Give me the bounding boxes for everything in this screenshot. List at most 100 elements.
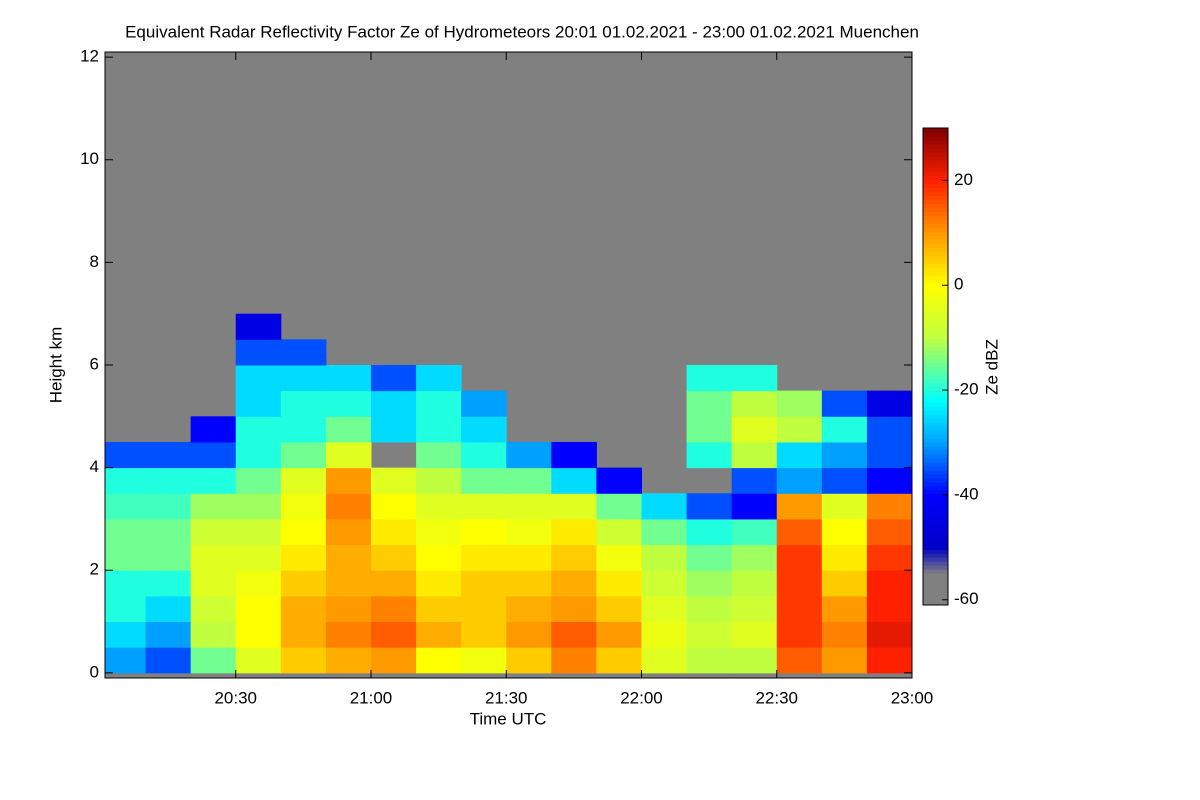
axes: 0 2 4 6 8 10 12 20:30 21:00 21:30 22:00 22:30 23:00 [80, 47, 933, 708]
heatmap-cell [596, 621, 642, 648]
heatmap-cell [235, 621, 282, 648]
heatmap-cell [145, 441, 192, 469]
heatmap-cell [325, 416, 372, 443]
colorbar-step [923, 477, 948, 483]
heatmap-cell [325, 467, 372, 494]
colorbar-step [923, 557, 948, 562]
colorbar-step [923, 342, 948, 348]
colorbar-step [923, 175, 948, 181]
heatmap-cell [105, 570, 147, 597]
heatmap-cell [190, 416, 237, 443]
heatmap-cell [596, 570, 642, 597]
colorbar-step [923, 426, 948, 431]
heatmap-cell [235, 544, 282, 571]
colorbar-step [923, 159, 948, 165]
heatmap-cell [506, 493, 552, 520]
y-tick-label: 4 [90, 457, 99, 476]
heatmap-cell [506, 647, 552, 674]
heatmap-cell [280, 416, 327, 443]
colorbar-step [923, 370, 948, 375]
colorbar-step [923, 147, 948, 153]
heatmap-cell [370, 647, 417, 674]
heatmap-cell [461, 416, 507, 443]
heatmap-cell [776, 621, 823, 648]
colorbar-step [923, 410, 948, 415]
x-axis-label: Time UTC [470, 709, 547, 728]
colorbar-step [923, 346, 948, 352]
heatmap-cell [461, 493, 507, 520]
heatmap-cell [461, 467, 507, 494]
heatmap-cell [370, 493, 417, 520]
heatmap-cell [105, 493, 147, 520]
colorbar-step [923, 521, 948, 526]
colorbar-step [923, 525, 948, 530]
colorbar-step [923, 334, 948, 340]
heatmap-cell [145, 621, 192, 648]
colorbar-step [923, 501, 948, 507]
heatmap-cell [235, 493, 282, 520]
heatmap-cell [280, 441, 327, 469]
heatmap-cell [145, 493, 192, 520]
colorbar-step [923, 453, 948, 459]
heatmap-cell [686, 570, 733, 597]
colorbar-step [923, 601, 948, 606]
colorbar-step [923, 131, 948, 137]
colorbar-step [923, 589, 948, 594]
colorbar-step [923, 545, 948, 550]
heatmap-cell [235, 518, 282, 546]
colorbar-step [923, 414, 948, 419]
heatmap-cell [325, 570, 372, 597]
colorbar: 20 0 -20 -40 -60 [922, 127, 979, 608]
heatmap-cell [506, 595, 552, 623]
y-tick-label: 12 [80, 47, 99, 66]
heatmap-cell [416, 544, 462, 571]
heatmap-cell [280, 647, 327, 674]
colorbar-step [923, 294, 948, 300]
heatmap-cell [370, 467, 417, 494]
colorbar-step [923, 517, 948, 523]
colorbar-label: Ze dBZ [982, 339, 1001, 395]
heatmap-cell [866, 518, 912, 546]
heatmap-cell [866, 467, 912, 494]
heatmap-cell [416, 467, 462, 494]
heatmap-cell [731, 390, 778, 417]
colorbar-step [923, 215, 948, 220]
heatmap-cell [105, 544, 147, 571]
colorbar-step [923, 306, 948, 312]
colorbar-step [923, 457, 948, 463]
heatmap-cell [686, 365, 733, 392]
colorbar-step [923, 199, 948, 205]
colorbar-step [923, 139, 948, 145]
heatmap-cell [731, 493, 778, 520]
heatmap-cell [686, 441, 733, 469]
colorbar-step [923, 259, 948, 264]
heatmap-cell [416, 570, 462, 597]
colorbar-step [923, 529, 948, 534]
colorbar-step [923, 354, 948, 360]
heatmap-cell [551, 621, 597, 648]
colorbar-step [923, 187, 948, 193]
heatmap-cell [641, 570, 688, 597]
heatmap-cell [416, 647, 462, 674]
colorbar-step [923, 183, 948, 189]
heatmap-cell [731, 467, 778, 494]
colorbar-step [923, 211, 948, 216]
heatmap-cell [416, 595, 462, 623]
colorbar-step [923, 255, 948, 260]
heatmap-cell [506, 467, 552, 494]
heatmap-cell [731, 365, 778, 392]
x-tick-label: 23:00 [891, 688, 934, 707]
colorbar-step [923, 227, 948, 232]
colorbar-step [923, 569, 948, 574]
colorbar-step [923, 406, 948, 411]
x-tick-label: 21:00 [350, 688, 393, 707]
heatmap-cell [866, 441, 912, 469]
heatmap-cell [190, 595, 237, 623]
heatmap-cell [370, 570, 417, 597]
colorbar-step [923, 362, 948, 367]
colorbar-step [923, 283, 948, 288]
heatmap-cell [866, 544, 912, 571]
colorbar-step [923, 497, 948, 503]
heatmap-cell [105, 621, 147, 648]
